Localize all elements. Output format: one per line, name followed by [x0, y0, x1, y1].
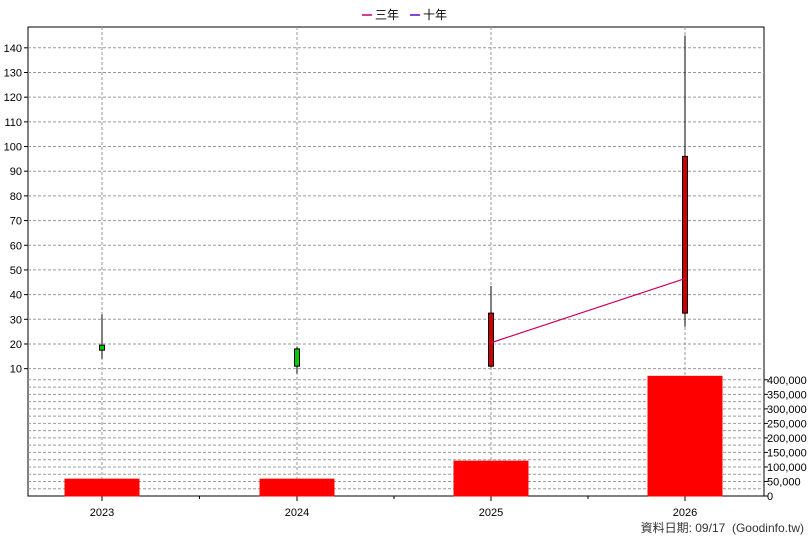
price-tick-label: 120 — [4, 92, 22, 104]
price-tick-label: 100 — [4, 142, 22, 154]
price-tick-label: 40 — [10, 290, 22, 302]
volume-tick-label: 350,000 — [767, 389, 807, 401]
price-tick-label: 90 — [10, 166, 22, 178]
series-line — [490, 278, 686, 344]
volume-bar — [64, 478, 140, 497]
x-tick-label: 2026 — [673, 507, 697, 519]
price-tick-label: 10 — [10, 364, 22, 376]
candle-body — [294, 348, 300, 367]
price-tick-label: 50 — [10, 265, 22, 277]
volume-tick-label: 400,000 — [767, 375, 807, 387]
price-tick-label: 130 — [4, 67, 22, 79]
volume-tick-label: 200,000 — [767, 433, 807, 445]
candle-body — [488, 312, 494, 367]
average-lines — [490, 278, 686, 344]
plot-area — [27, 26, 765, 497]
candle-body — [682, 155, 688, 314]
volume-bars — [64, 375, 723, 497]
grid — [28, 27, 764, 496]
data-date-footer: 資料日期: 09/17 (Goodinfo.tw) — [640, 521, 804, 535]
price-tick-label: 80 — [10, 191, 22, 203]
volume-tick-label: 150,000 — [767, 447, 807, 459]
volume-tick-label: 300,000 — [767, 404, 807, 416]
volume-bar — [453, 460, 529, 497]
volume-axis: 0 50,000 100,000 150,000 200,000 250,000 300,0… — [764, 375, 807, 503]
price-tick-label: 110 — [4, 117, 22, 129]
volume-tick-label: 0 — [767, 491, 773, 503]
x-tick-label: 2023 — [90, 507, 114, 519]
volume-bar — [647, 375, 723, 497]
price-axis: 10 20 30 40 50 60 70 80 90 100 110 120 130 140 — [4, 43, 28, 376]
price-tick-label: 20 — [10, 339, 22, 351]
legend: 三年 十年 — [362, 8, 447, 22]
price-tick-label: 30 — [10, 314, 22, 326]
price-tick-label: 70 — [10, 216, 22, 228]
candle-body — [99, 344, 105, 351]
x-tick-label: 2025 — [479, 507, 503, 519]
x-tick-label: 2024 — [285, 507, 309, 519]
volume-bar — [259, 478, 335, 497]
price-tick-label: 60 — [10, 240, 22, 252]
legend-label: 三年 — [375, 8, 399, 22]
legend-label: 十年 — [423, 8, 447, 22]
candles — [99, 35, 688, 374]
volume-tick-label: 50,000 — [767, 476, 801, 488]
price-tick-label: 140 — [4, 43, 22, 55]
volume-tick-label: 100,000 — [767, 462, 807, 474]
volume-tick-label: 250,000 — [767, 418, 807, 430]
x-axis: 2023 2024 2025 2026 — [90, 496, 697, 519]
